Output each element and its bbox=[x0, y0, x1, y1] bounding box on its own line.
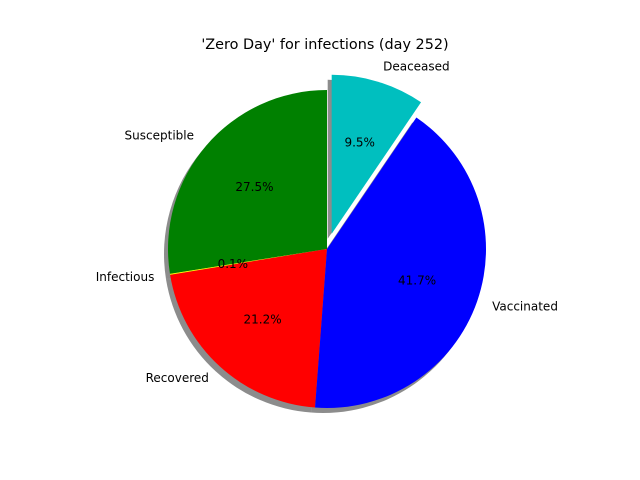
slice-label-susceptible: Susceptible bbox=[125, 128, 194, 142]
slice-deaceased bbox=[331, 74, 422, 234]
slice-infectious bbox=[169, 249, 327, 275]
slice-pct-deaceased: 9.5% bbox=[344, 136, 375, 150]
slice-pct-recovered: 21.2% bbox=[244, 312, 282, 326]
slice-layer bbox=[168, 74, 486, 409]
slice-label-deaceased: Deaceased bbox=[383, 60, 450, 74]
slice-pct-susceptible: 27.5% bbox=[235, 180, 273, 194]
slice-label-vaccinated: Vaccinated bbox=[492, 300, 558, 314]
slice-label-recovered: Recovered bbox=[146, 371, 209, 385]
slice-pct-infectious: 0.1% bbox=[218, 257, 249, 271]
slice-vaccinated bbox=[315, 117, 486, 409]
slice-susceptible bbox=[168, 90, 327, 274]
slice-recovered bbox=[170, 249, 327, 408]
slice-pct-vaccinated: 41.7% bbox=[398, 273, 436, 287]
slice-label-infectious: Infectious bbox=[96, 270, 155, 284]
label-layer: Susceptible 27.5% Infectious 0.1% Recovered 2… bbox=[96, 60, 558, 385]
chart-title: 'Zero Day' for infections (day 252) bbox=[201, 37, 448, 53]
